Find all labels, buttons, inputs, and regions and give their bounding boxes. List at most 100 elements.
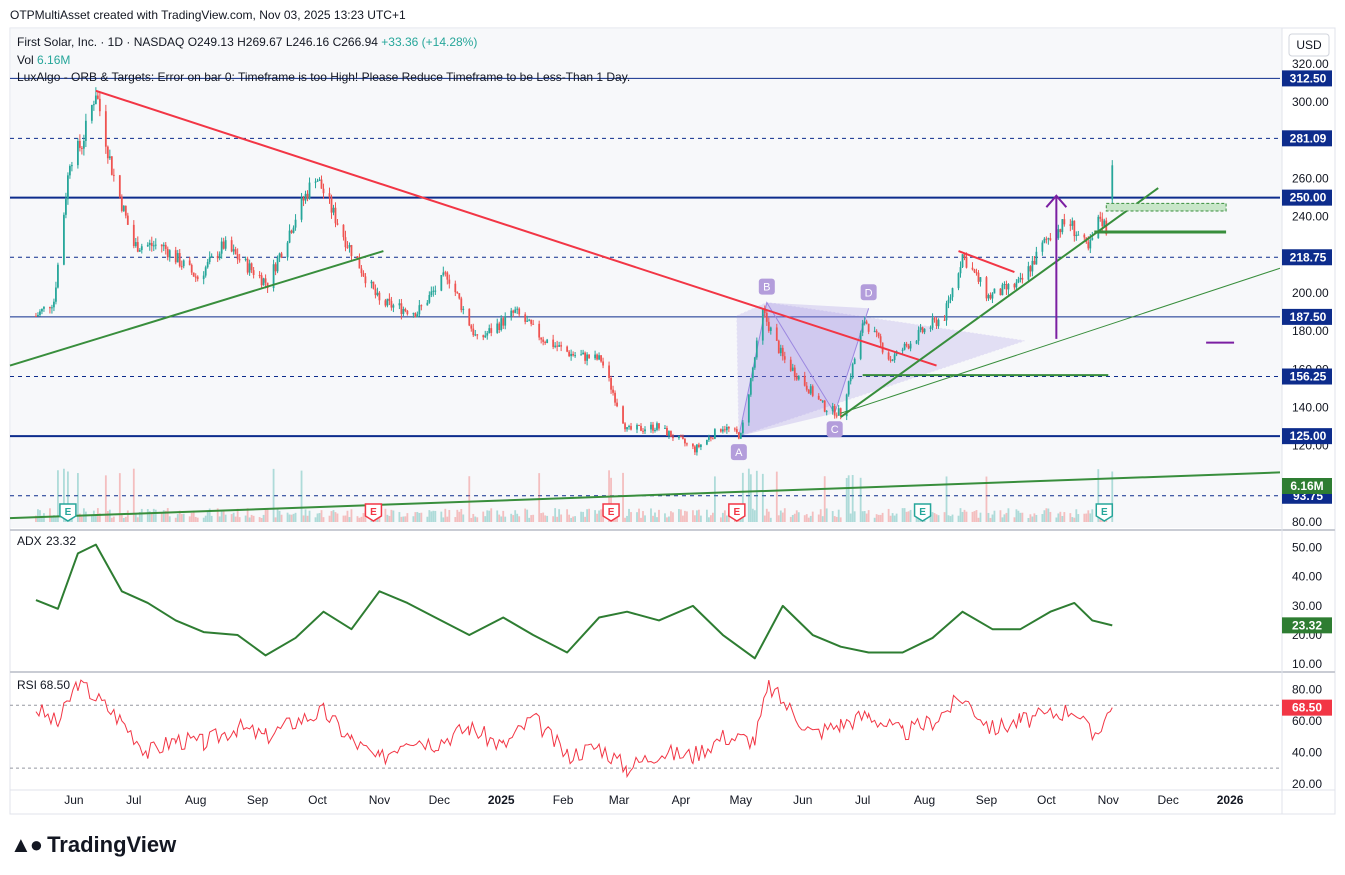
candle-body [1083,234,1086,238]
volume-bar [490,508,493,522]
candle-body [616,402,618,407]
candle-body [1075,234,1078,237]
candle-body [861,323,864,333]
volume-bar [1027,517,1030,522]
volume-bar [194,516,197,522]
candle-body [624,423,626,430]
candle-body [57,264,59,288]
candle-body [630,426,632,430]
level-price-badge [1282,249,1332,266]
candle-body [594,354,596,359]
volume-bar [412,516,415,522]
candle-body [260,275,263,286]
candle-body [721,429,724,432]
candle-body [112,174,115,176]
price-tick-label: 80.00 [1292,515,1322,529]
volume-bar [1055,517,1058,522]
candle-body [98,98,101,112]
candle-body [821,400,824,402]
candle-body [652,424,654,431]
volume-bar [516,513,519,522]
volume-bar [216,508,219,522]
candle-body [849,377,852,382]
volume-bar [965,511,968,522]
candle-body [426,302,429,306]
volume-bar [444,508,447,522]
volume-bar [903,508,906,522]
volume-bar [49,508,51,522]
volume-bar [334,512,337,522]
candle-body [306,193,309,199]
volume-bar [989,517,992,522]
volume-bar [426,516,429,522]
candle-body [696,444,698,453]
candle-body [626,427,628,430]
candle-body [444,272,447,274]
ohlc-low: L246.16 [285,35,330,49]
volume-bar [488,510,491,522]
volume-bar [991,514,994,522]
candle-body [362,273,365,277]
earnings-event-label: E [919,507,926,518]
candle-body [43,306,45,309]
candle-body [680,436,682,438]
volume-bar [949,516,952,522]
volume-bar [805,514,808,522]
volume-bar [700,515,702,522]
adx-tick-label: 10.00 [1292,657,1322,671]
volume-bar [931,512,934,522]
level-price-badge [1282,308,1332,325]
earnings-event-icon [913,503,932,522]
volume-bar [692,510,694,522]
volume-bar [246,508,249,522]
tradingview-logo[interactable]: ▲● TradingView [10,832,176,858]
candle-body [482,335,485,338]
candle-body [666,427,668,436]
candle-body [140,246,143,251]
candle-body [440,275,443,291]
candle-body [1091,238,1094,240]
candle-body [542,339,545,342]
candle-body [160,244,163,247]
candle-body [336,223,339,225]
candle-body [558,345,561,347]
trendline [958,250,1015,273]
candle-body [356,256,359,260]
candle-body [448,279,451,284]
volume-bar [664,513,666,522]
volume-bar [1089,513,1092,522]
volume-bar [901,508,904,522]
volume-bar [909,509,912,522]
candle-body [286,242,289,258]
volume-bar [532,514,535,522]
volume-bar [865,513,868,522]
volume-bar [789,516,792,522]
candle-body [825,411,828,413]
symbol-name[interactable]: First Solar, Inc. · 1D · NASDAQ [17,35,185,49]
volume-bar [148,511,151,522]
candle-body [178,253,181,267]
volume-bar [124,516,127,522]
volume-bar [835,516,838,522]
candle-body [124,205,127,216]
candle-body [706,439,708,445]
volume-bar [356,516,359,522]
volume-bar [644,515,646,522]
volume-bar [1059,511,1062,522]
volume-bar [1047,508,1050,522]
candle-body [636,424,638,430]
volume-bar [67,471,69,522]
volume-bar [398,512,401,522]
candle-body [278,253,281,258]
adx-tick-label: 50.00 [1292,541,1322,555]
candle-body [364,276,367,284]
volume-bar [386,514,389,522]
volume-bar [935,514,938,522]
volume-bar [1045,508,1048,522]
candle-body [949,297,952,300]
volume-bar [510,513,513,522]
candle-body [152,245,155,247]
candle-body [608,365,610,378]
candle-body [258,274,261,276]
